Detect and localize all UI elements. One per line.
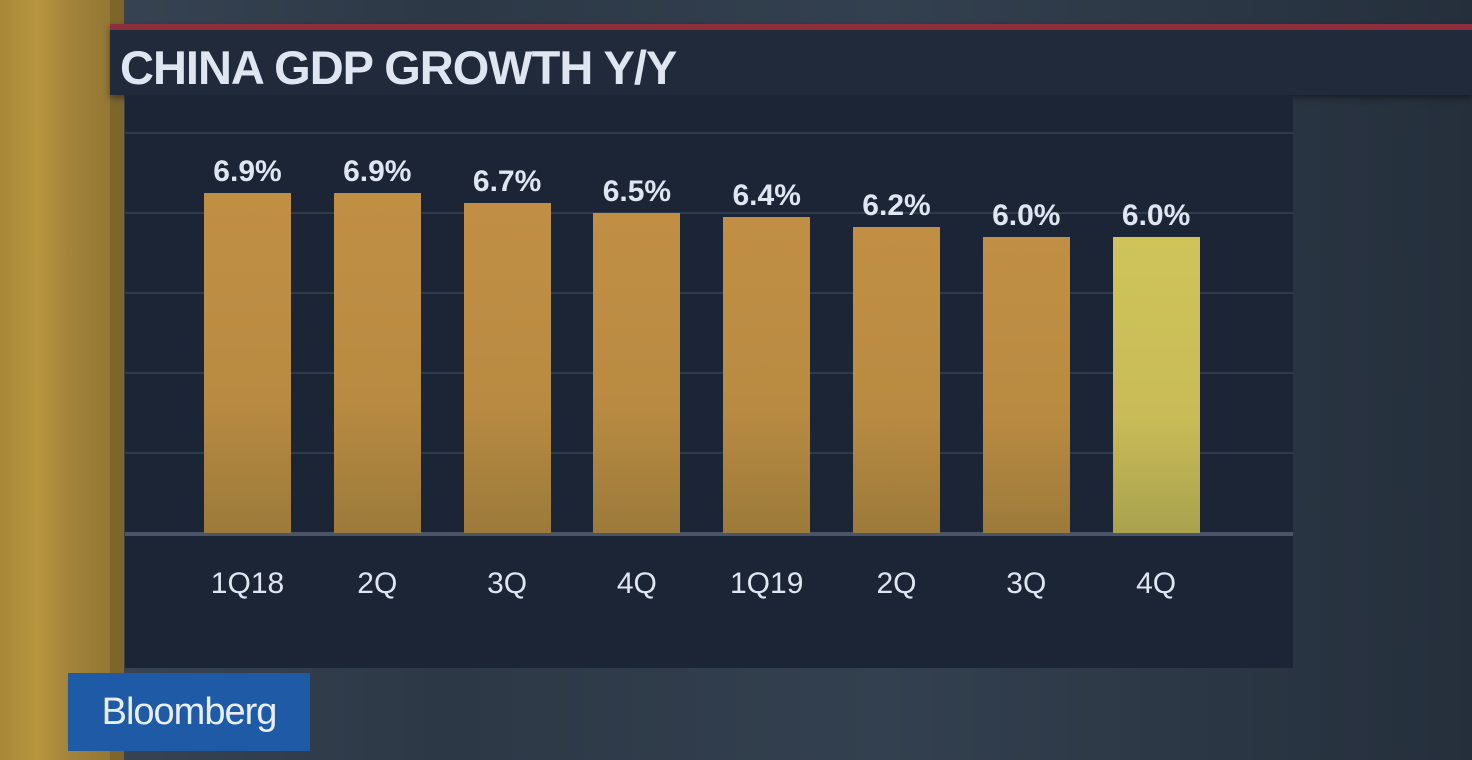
bloomberg-logo: Bloomberg bbox=[68, 673, 310, 751]
bar-6 bbox=[982, 237, 1070, 533]
data-label: 6.4% bbox=[732, 179, 801, 213]
bar-4 bbox=[723, 217, 811, 533]
x-tick-label: 1Q19 bbox=[729, 567, 804, 600]
data-label: 6.9% bbox=[343, 154, 412, 188]
x-tick-label: 3Q bbox=[1006, 567, 1047, 600]
bar-5 bbox=[853, 227, 940, 533]
chart-title: CHINA GDP GROWTH Y/Y bbox=[120, 41, 677, 94]
data-label: 6.0% bbox=[992, 199, 1061, 233]
gridline bbox=[125, 292, 1293, 294]
x-axis-baseline bbox=[125, 532, 1293, 536]
data-label: 6.7% bbox=[472, 164, 542, 198]
bar-0 bbox=[204, 192, 291, 533]
gridline bbox=[125, 132, 1293, 134]
background-pillar-edge bbox=[110, 0, 124, 760]
gridline bbox=[125, 452, 1293, 454]
data-label: 6.0% bbox=[1121, 199, 1191, 233]
x-tick-label: 3Q bbox=[487, 567, 528, 600]
chart-panel: 6.9% 1Q18 6.9% 2Q 6.7% 3Q 6.5% 4Q 6.4% 1Q19 6.2% 2Q… bbox=[125, 95, 1293, 668]
title-bar: CHINA GDP GROWTH Y/Y bbox=[110, 24, 1472, 95]
data-label: 6.5% bbox=[602, 174, 672, 208]
bar-7 bbox=[1112, 237, 1200, 533]
gridline bbox=[125, 212, 1293, 214]
bar-2 bbox=[463, 202, 551, 533]
bar-3 bbox=[593, 212, 681, 533]
x-tick-label: 4Q bbox=[1136, 567, 1177, 600]
bar-1 bbox=[333, 192, 421, 533]
title-accent-line bbox=[110, 24, 1472, 30]
x-tick-label: 2Q bbox=[876, 567, 917, 600]
x-tick-label: 2Q bbox=[357, 567, 398, 600]
background-pillar bbox=[0, 0, 124, 760]
data-label: 6.9% bbox=[213, 154, 282, 188]
data-label: 6.2% bbox=[862, 189, 931, 223]
x-tick-label: 1Q18 bbox=[210, 567, 285, 600]
gridline bbox=[125, 372, 1293, 374]
x-tick-label: 4Q bbox=[616, 567, 657, 600]
